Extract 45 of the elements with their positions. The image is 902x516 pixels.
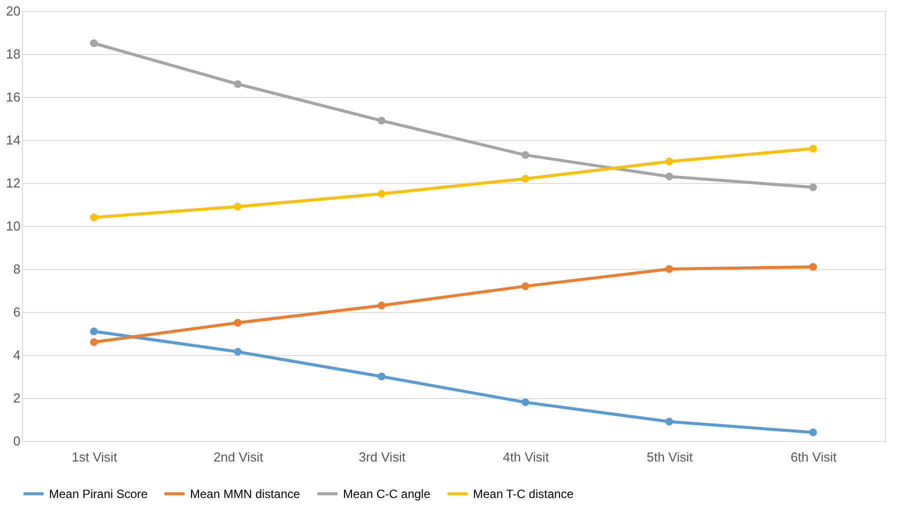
x-tick-label: 4th Visit (502, 450, 550, 464)
y-tick-label: 8 (13, 262, 20, 276)
point (665, 158, 674, 166)
y-tick-label: 2 (13, 390, 20, 406)
legend-label: Mean Pirani Score (49, 486, 148, 501)
x-tick-label: 1st Visit (72, 450, 118, 464)
x-tick-label: 5th Visit (646, 450, 694, 464)
point (234, 80, 242, 88)
y-tick-label: 20 (6, 4, 20, 18)
legend-label: Mean T-C distance (473, 486, 574, 501)
point (90, 39, 98, 48)
y-tick-label: 10 (6, 218, 20, 234)
y-tick-label: 4 (13, 348, 20, 362)
point (522, 398, 530, 406)
point (665, 265, 674, 273)
point (234, 318, 242, 327)
point (378, 372, 386, 380)
point (90, 214, 98, 222)
x-tick-label: 6th Visit (790, 450, 837, 464)
point (809, 183, 817, 192)
legend-label: Mean MMN distance (190, 486, 300, 501)
point (378, 302, 386, 310)
x-tick-label: 3rd Visit (358, 450, 406, 464)
legend-label: Mean C-C angle (343, 486, 431, 501)
y-tick-label: 0 (13, 434, 20, 448)
y-tick-label: 6 (13, 304, 20, 320)
point (234, 202, 242, 211)
y-tick-label: 14 (6, 132, 20, 148)
y-tick-label: 12 (6, 176, 20, 190)
point (809, 428, 817, 436)
point (665, 172, 674, 180)
point (522, 151, 530, 159)
point (90, 327, 98, 336)
y-tick-label: 18 (6, 46, 20, 62)
point (809, 262, 817, 271)
point (378, 116, 386, 125)
y-tick-label: 16 (6, 90, 20, 104)
point (665, 418, 674, 426)
point (522, 282, 530, 290)
x-tick-label: 2nd Visit (213, 450, 264, 464)
point (809, 144, 817, 152)
point (234, 348, 242, 356)
point (378, 190, 386, 198)
point (522, 174, 530, 183)
point (90, 338, 98, 346)
